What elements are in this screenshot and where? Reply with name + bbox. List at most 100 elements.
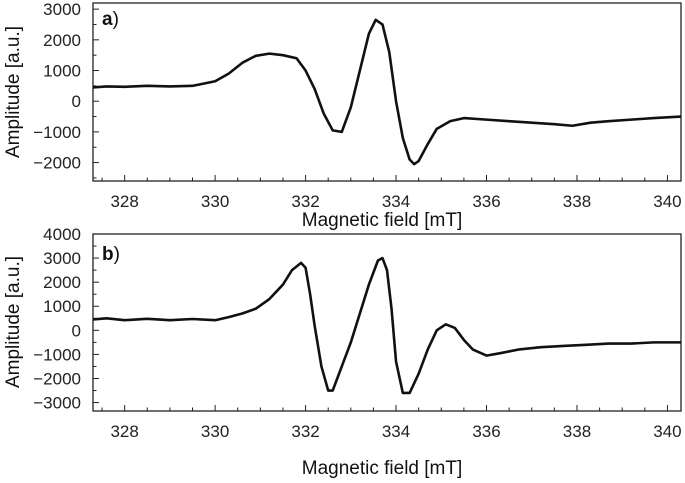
data-point <box>320 365 323 368</box>
data-point <box>630 118 633 121</box>
data-point <box>585 343 587 346</box>
data-point <box>462 339 465 341</box>
y-tick-label: −1000 <box>33 345 81 364</box>
data-point <box>282 54 284 57</box>
data-point <box>358 312 361 315</box>
data-point <box>508 120 511 123</box>
data-point <box>630 342 633 345</box>
panel-label-paren: ) <box>113 9 119 30</box>
data-point <box>214 319 217 322</box>
y-tick-label: 2000 <box>43 31 81 50</box>
data-point <box>268 298 271 300</box>
data-point <box>652 341 655 344</box>
data-point <box>309 293 312 296</box>
data-point <box>313 324 316 327</box>
data-point <box>191 318 194 320</box>
data-point <box>485 354 488 357</box>
data-point <box>680 115 681 118</box>
y-tick-label: −2000 <box>33 154 81 173</box>
data-point <box>453 327 456 329</box>
y-tick-label: −3000 <box>33 394 81 413</box>
data-point <box>462 117 465 119</box>
data-point <box>562 345 565 347</box>
x-tick-label: 332 <box>291 192 319 211</box>
data-point <box>146 317 149 320</box>
data-point <box>652 117 655 119</box>
panel-label-paren: ) <box>114 244 120 265</box>
data-point <box>408 158 411 161</box>
x-axis-title: Magnetic field [mT] <box>302 458 463 479</box>
data-point <box>146 84 149 87</box>
data-point <box>413 163 416 166</box>
plot-frame <box>92 233 682 412</box>
data-point <box>241 312 244 315</box>
data-point <box>390 307 393 310</box>
y-tick-label: 0 <box>72 92 81 111</box>
data-point <box>607 342 610 345</box>
data-point <box>168 319 171 322</box>
data-point <box>331 129 334 132</box>
data-point <box>386 269 388 272</box>
y-axis-title: Amplitude [a.u.] <box>3 256 24 388</box>
data-point <box>395 360 397 363</box>
data-point <box>449 120 452 123</box>
data-point <box>607 120 610 123</box>
spectrum-line-a <box>93 18 681 166</box>
data-point <box>349 106 352 109</box>
x-tick-label: 340 <box>653 422 681 441</box>
y-tick-label: −2000 <box>33 369 81 388</box>
data-point <box>377 259 379 262</box>
x-axis-title: Magnetic field [mT] <box>302 210 463 231</box>
data-point <box>435 127 438 130</box>
x-tick-label: 336 <box>472 422 500 441</box>
data-point <box>93 318 94 321</box>
x-tick-label: 334 <box>382 192 410 211</box>
x-tick-label: 340 <box>653 192 681 211</box>
data-point <box>168 85 171 88</box>
data-point <box>472 348 474 351</box>
x-tick-label: 332 <box>291 422 319 441</box>
x-tick-label: 330 <box>201 422 229 441</box>
y-tick-label: −1000 <box>33 123 81 142</box>
chart-panel-b: 328 330 332 334 336 338 340 −3000 −2000 −1000 0 100… <box>3 225 682 479</box>
y-tick-label: 0 <box>72 321 81 340</box>
data-point <box>374 18 377 21</box>
data-point <box>368 32 370 35</box>
y-tick-label: 2000 <box>43 273 81 292</box>
panel-label: b) <box>102 244 120 265</box>
data-point <box>327 389 330 392</box>
data-point <box>358 69 361 72</box>
x-tick-label: 336 <box>472 192 500 211</box>
data-point <box>105 85 108 88</box>
data-point <box>313 88 316 90</box>
data-point <box>401 392 404 394</box>
data-point <box>340 130 343 133</box>
data-point <box>282 283 284 286</box>
data-point <box>349 341 352 344</box>
data-point <box>254 54 257 57</box>
data-point <box>304 69 307 72</box>
data-point <box>485 118 488 121</box>
data-point <box>517 348 520 351</box>
data-point <box>340 365 343 368</box>
data-point <box>241 61 244 64</box>
data-point <box>553 123 556 126</box>
data-point <box>123 85 126 88</box>
data-point <box>571 124 574 127</box>
panel-label-letter: b <box>102 244 114 265</box>
x-tick-label: 334 <box>382 422 410 441</box>
data-point <box>417 372 420 375</box>
x-tick-label: 328 <box>110 422 138 441</box>
data-point <box>214 80 217 83</box>
x-tick-label: 338 <box>563 192 591 211</box>
y-tick-label: 1000 <box>43 62 81 81</box>
data-point <box>300 261 302 264</box>
y-tick-label: 3000 <box>43 0 81 19</box>
data-point <box>435 329 438 332</box>
data-point <box>417 160 420 162</box>
data-point <box>388 51 391 54</box>
data-point <box>426 143 429 146</box>
x-tick-label: 338 <box>563 422 591 441</box>
data-point <box>123 319 126 322</box>
data-point <box>408 392 411 394</box>
